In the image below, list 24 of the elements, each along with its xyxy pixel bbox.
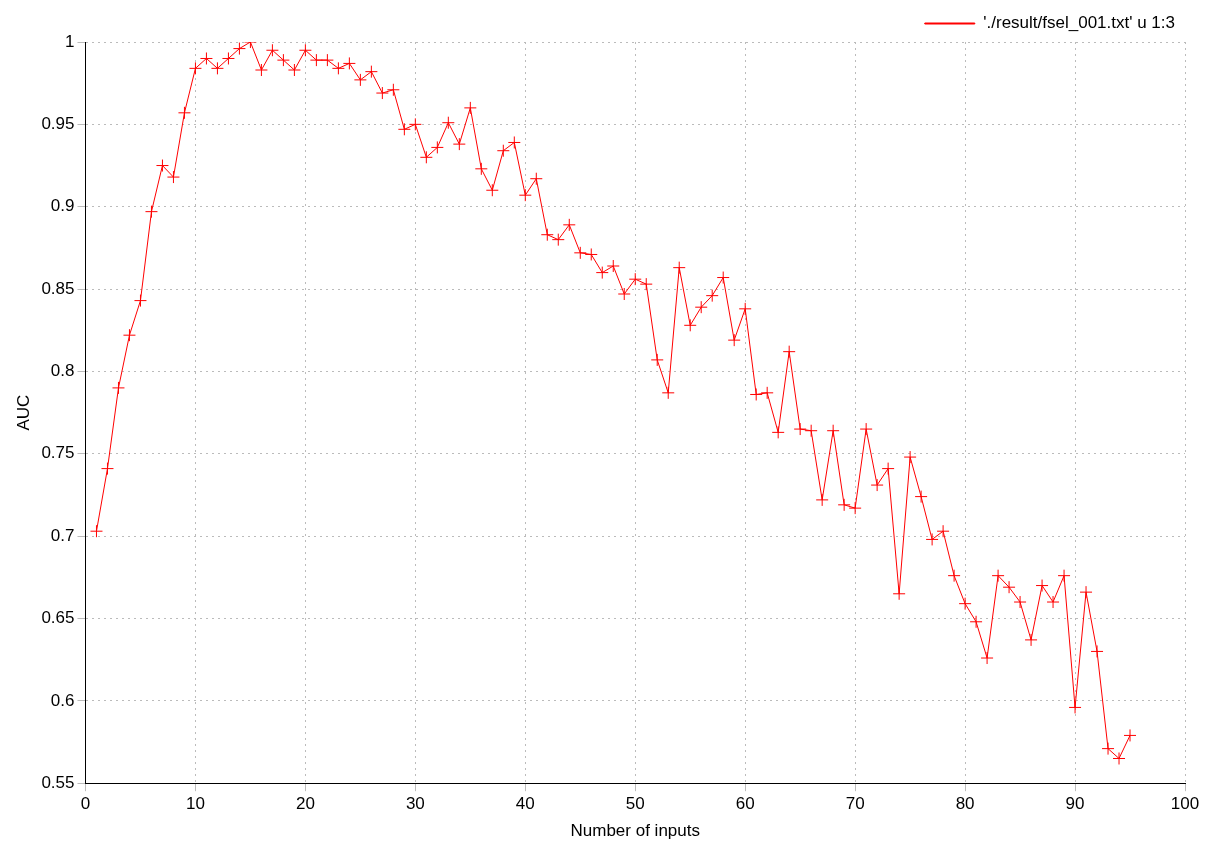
x-tick-label: 0 bbox=[80, 794, 91, 814]
y-tick-label: 0.9 bbox=[50, 196, 75, 216]
y-tick-label: 0.6 bbox=[50, 690, 75, 710]
y-tick-label: 0.95 bbox=[41, 114, 75, 134]
y-tick-label: 1 bbox=[65, 31, 75, 51]
y-axis-title: AUC bbox=[13, 394, 33, 431]
x-tick-label: 20 bbox=[295, 794, 315, 814]
x-tick-label: 40 bbox=[515, 794, 535, 814]
x-tick-label: 10 bbox=[185, 794, 205, 814]
x-tick-label: 70 bbox=[845, 794, 865, 814]
y-tick-label: 0.8 bbox=[50, 361, 75, 381]
y-tick-label: 0.55 bbox=[41, 772, 75, 792]
x-tick-label: 30 bbox=[405, 794, 425, 814]
x-tick-label: 90 bbox=[1065, 794, 1085, 814]
y-tick-label: 0.85 bbox=[41, 278, 75, 298]
legend-label: './result/fsel_001.txt' u 1:3 bbox=[983, 13, 1176, 33]
y-tick-label: 0.75 bbox=[41, 443, 75, 463]
x-tick-label: 100 bbox=[1170, 794, 1200, 814]
y-tick-label: 0.7 bbox=[50, 525, 75, 545]
x-tick-label: 50 bbox=[625, 794, 645, 814]
x-tick-label: 60 bbox=[735, 794, 755, 814]
y-tick-label: 0.65 bbox=[41, 608, 75, 628]
x-axis-title: Number of inputs bbox=[570, 821, 700, 841]
x-tick-label: 80 bbox=[955, 794, 975, 814]
